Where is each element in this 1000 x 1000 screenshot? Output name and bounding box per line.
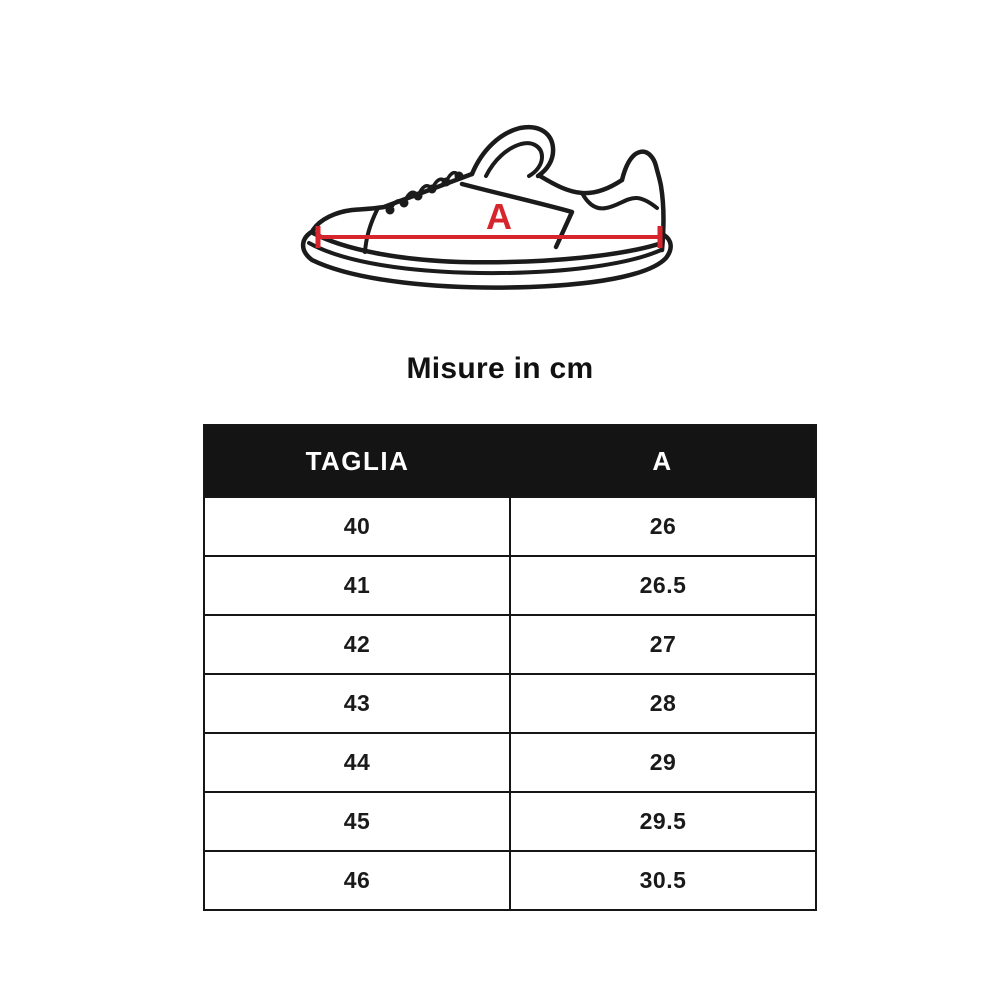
tongue-outer (469, 124, 556, 179)
length-value: 30.5 (509, 852, 815, 909)
length-value: 26.5 (509, 557, 815, 614)
toe-cap-seam (363, 208, 379, 254)
measurement-label-a: A (486, 196, 512, 237)
sole-seam-line (307, 241, 663, 276)
column-header-a: A (652, 445, 673, 476)
length-value: 29.5 (509, 793, 815, 850)
collar-line (537, 173, 625, 196)
table-row: 46 30.5 (205, 850, 815, 909)
size-value: 44 (343, 749, 371, 775)
table-header-row: TAGLIA A (205, 426, 815, 496)
table-row: 43 28 (205, 673, 815, 732)
size-value: 40 (343, 513, 371, 539)
heel-tab-and-back-edge (619, 149, 666, 253)
table-row: 41 26.5 (205, 555, 815, 614)
table-row: 42 27 (205, 614, 815, 673)
lace-dots (385, 171, 464, 215)
column-header-taglia: TAGLIA (305, 445, 410, 476)
length-value: 26 (509, 498, 815, 555)
size-value: 41 (343, 572, 371, 598)
table-row: 40 26 (205, 496, 815, 555)
size-value: 42 (343, 631, 371, 657)
size-table: TAGLIA A 40 26 41 26.5 42 27 43 28 44 29… (203, 424, 817, 911)
table-row: 45 29.5 (205, 791, 815, 850)
vamp-panel-edge (459, 181, 575, 250)
sneaker-diagram: A (300, 100, 700, 295)
units-title: Misure in cm (406, 352, 594, 385)
table-row: 44 29 (205, 732, 815, 791)
size-value: 45 (343, 808, 371, 834)
length-value: 28 (509, 675, 815, 732)
sole-top-line (310, 230, 665, 265)
length-value: 27 (509, 616, 815, 673)
sole-bottom-outline (300, 228, 673, 290)
tongue-inner (484, 141, 544, 178)
length-value: 29 (509, 734, 815, 791)
toe-topline (310, 171, 475, 233)
size-value: 46 (343, 867, 371, 893)
size-value: 43 (343, 690, 371, 716)
heel-overlay-curve (580, 191, 659, 211)
sneaker-side-view-drawing: A (300, 124, 673, 290)
